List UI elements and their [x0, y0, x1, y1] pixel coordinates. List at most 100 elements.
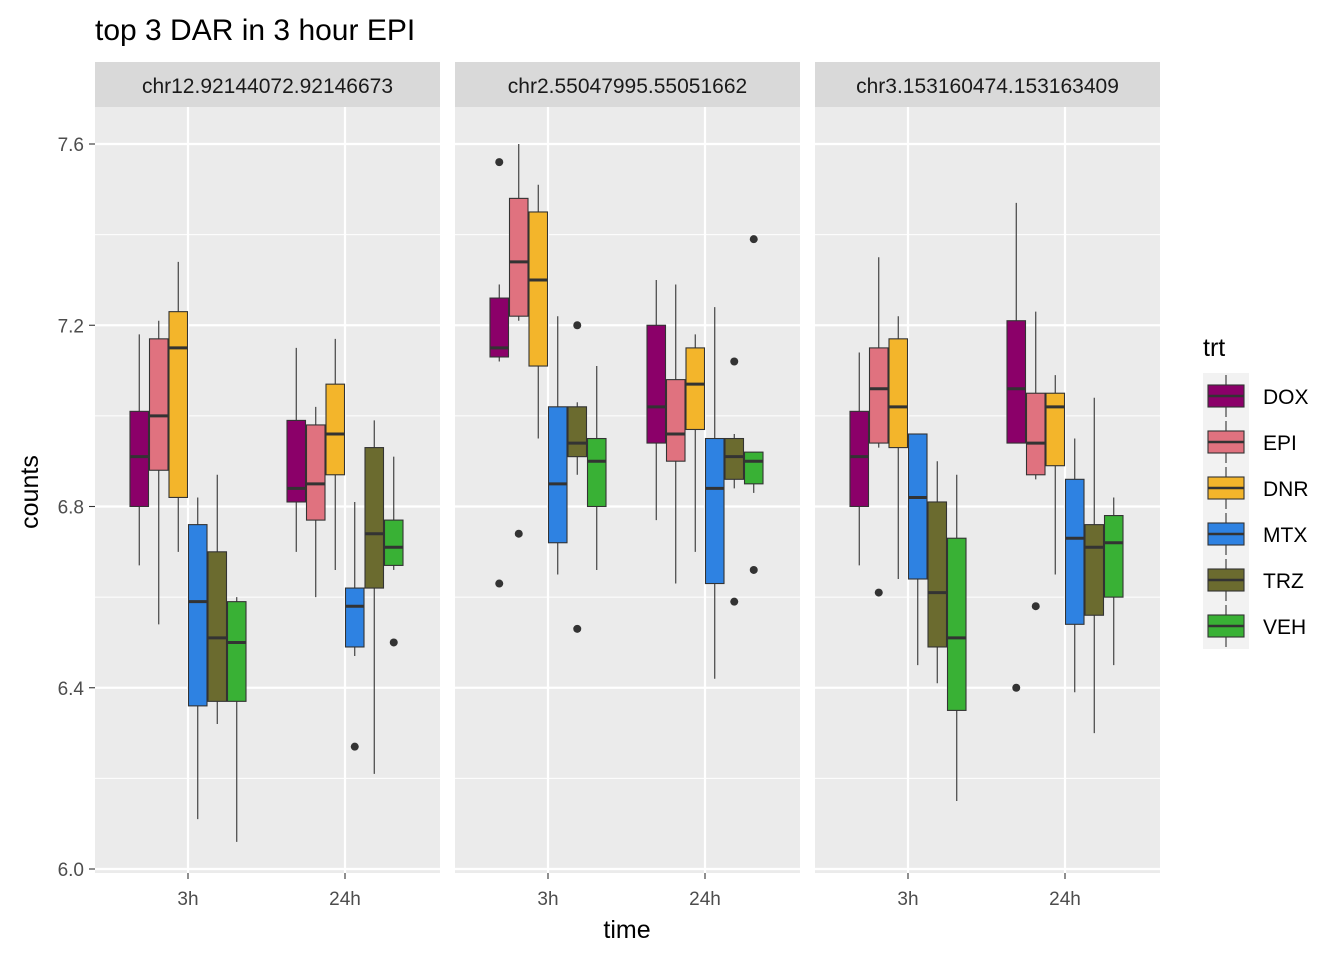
- box-body: [1084, 524, 1105, 616]
- legend-item-veh: VEH: [1203, 603, 1306, 649]
- box-body: [187, 524, 208, 707]
- box-trz-3h: [567, 321, 588, 633]
- box-body: [685, 347, 706, 431]
- box-body: [489, 297, 510, 358]
- outlier-point: [389, 638, 398, 647]
- box-body: [868, 347, 889, 444]
- box-body: [849, 410, 870, 508]
- box-body: [305, 424, 326, 521]
- box-epi-3h: [148, 320, 169, 625]
- box-dnr-3h: [888, 316, 909, 579]
- legend-item-dnr: DNR: [1203, 465, 1309, 511]
- box-dnr-24h: [1045, 375, 1066, 575]
- box-body: [207, 551, 228, 702]
- box-epi-3h: [868, 257, 889, 597]
- chart-title: top 3 DAR in 3 hour EPI: [95, 14, 415, 47]
- box-body: [927, 501, 948, 648]
- facet-panel: chr12.92144072.92146673: [95, 62, 440, 873]
- box-body: [1103, 515, 1124, 598]
- box-veh-24h: [743, 235, 764, 574]
- x-tick-label: 24h: [689, 889, 721, 910]
- facet-panels: chr12.92144072.92146673 chr2.55047995.550…: [95, 62, 1160, 873]
- box-trz-24h: [1084, 397, 1105, 734]
- outlier-point: [1031, 602, 1040, 611]
- box-body: [148, 338, 169, 471]
- box-veh-24h: [383, 456, 404, 647]
- box-dnr-24h: [325, 338, 346, 570]
- box-body: [724, 437, 745, 480]
- facet-panel: chr2.55047995.55051662: [455, 62, 800, 873]
- box-dox-3h: [489, 158, 510, 588]
- box-body: [528, 211, 549, 367]
- box-body: [1045, 392, 1066, 467]
- box-body: [665, 379, 686, 462]
- strip-background: [815, 62, 1160, 107]
- box-dox-24h: [286, 347, 307, 552]
- box-body: [946, 537, 967, 711]
- box-body: [704, 437, 725, 585]
- y-axis-title: counts: [16, 455, 44, 529]
- box-mtx-24h: [344, 501, 365, 751]
- box-trz-24h: [724, 357, 745, 606]
- legend-item-epi: EPI: [1203, 419, 1297, 465]
- facet-panel: chr3.153160474.153163409: [815, 62, 1160, 873]
- y-tick-label: 6.4: [58, 679, 85, 700]
- box-dox-3h: [129, 334, 150, 566]
- box-body: [586, 437, 607, 508]
- y-tick-label: 6.0: [58, 860, 84, 881]
- box-body: [508, 197, 529, 317]
- box-body: [1006, 320, 1027, 444]
- box-mtx-3h: [547, 316, 568, 575]
- outlier-point: [749, 565, 758, 574]
- box-body: [226, 601, 247, 702]
- box-dnr-24h: [685, 334, 706, 552]
- box-dox-3h: [849, 352, 870, 566]
- box-trz-24h: [364, 420, 385, 774]
- y-tick-label: 7.2: [58, 316, 84, 337]
- box-body: [547, 406, 568, 544]
- strip-background: [95, 62, 440, 107]
- box-mtx-3h: [187, 497, 208, 820]
- x-tick-label: 24h: [1049, 889, 1081, 910]
- box-body: [344, 587, 365, 648]
- box-veh-3h: [946, 474, 967, 802]
- box-dox-24h: [646, 279, 667, 521]
- x-axis: 3h 24h 3h 24h 3h 24h: [177, 873, 1081, 910]
- strip-label: chr2.55047995.55051662: [508, 75, 747, 98]
- box-epi-24h: [1025, 311, 1046, 611]
- box-body: [364, 447, 385, 589]
- strip-label: chr12.92144072.92146673: [142, 75, 393, 98]
- strip-label: chr3.153160474.153163409: [856, 75, 1119, 98]
- legend-label: VEH: [1263, 616, 1306, 639]
- x-tick-label: 3h: [537, 889, 558, 910]
- outlier-point: [874, 588, 883, 597]
- box-mtx-24h: [1064, 438, 1085, 693]
- outlier-point: [495, 158, 504, 167]
- box-body: [1025, 392, 1046, 476]
- box-body: [325, 383, 346, 476]
- legend-label: TRZ: [1263, 570, 1304, 593]
- legend-item-dox: DOX: [1203, 373, 1309, 419]
- box-dnr-3h: [168, 261, 189, 552]
- legend-item-trz: TRZ: [1203, 557, 1304, 603]
- outlier-point: [573, 624, 582, 633]
- box-body: [567, 406, 588, 458]
- y-axis: 6.0 6.4 6.8 7.2 7.6: [58, 135, 95, 881]
- box-body: [888, 338, 909, 449]
- box-veh-3h: [226, 597, 247, 842]
- box-body: [646, 324, 667, 444]
- legend: trt DOX EPI DNR MTX TRZ VEH: [1203, 334, 1309, 649]
- box-body: [907, 433, 928, 580]
- strip-background: [455, 62, 800, 107]
- legend-label: DOX: [1263, 386, 1309, 409]
- box-veh-24h: [1103, 497, 1124, 666]
- x-tick-label: 3h: [897, 889, 918, 910]
- outlier-point: [1012, 683, 1021, 692]
- panel-background: [455, 107, 800, 873]
- box-body: [743, 451, 764, 485]
- box-trz-3h: [207, 474, 228, 724]
- box-dox-24h: [1006, 202, 1027, 692]
- x-axis-title: time: [603, 916, 650, 944]
- legend-label: MTX: [1263, 524, 1307, 547]
